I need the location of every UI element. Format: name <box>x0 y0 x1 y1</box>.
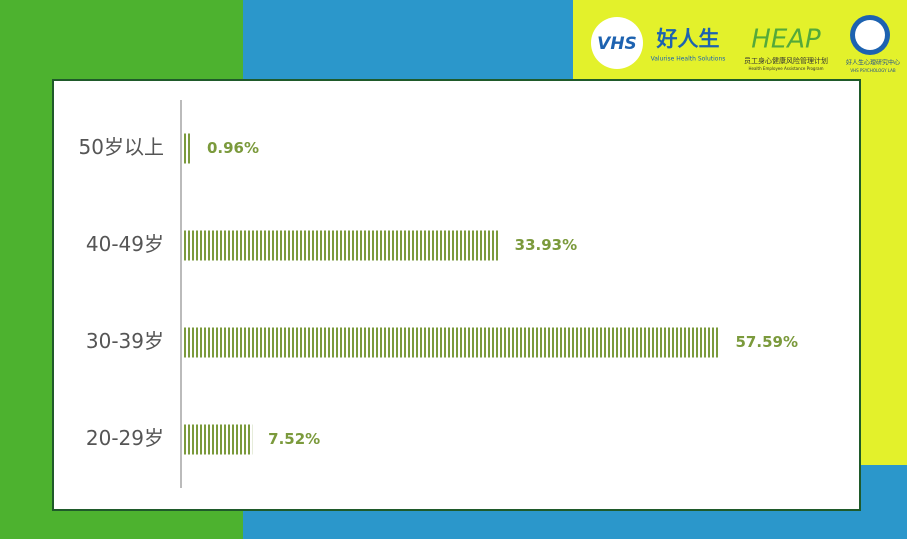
lab-badge-inner <box>855 20 885 50</box>
bar <box>182 133 191 164</box>
value-label: 0.96% <box>207 139 259 157</box>
value-label: 57.59% <box>736 333 798 351</box>
heap-logo: HEAP <box>751 25 821 55</box>
lab-cn: 好人生心理研究中心 <box>846 59 900 67</box>
value-label: 33.93% <box>515 236 577 254</box>
bg-green-bottom <box>0 510 243 539</box>
logos: VHS 好人生 Valurise Health Solutions HEAP 员… <box>591 15 900 73</box>
value-label: 7.52% <box>268 430 320 448</box>
vhs-name: 好人生 <box>656 27 720 51</box>
lab-en: VHS PSYCHOLOGY LAB <box>850 68 896 73</box>
category-label: 50岁以上 <box>79 135 164 159</box>
category-label: 40-49岁 <box>86 232 164 256</box>
vhs-sub: Valurise Health Solutions <box>651 56 726 63</box>
category-label: 20-29岁 <box>86 426 164 450</box>
bar <box>182 230 499 261</box>
category-label: 30-39岁 <box>86 329 164 353</box>
bar <box>182 424 253 455</box>
vhs-badge <box>591 17 643 69</box>
chart-panel <box>52 79 861 511</box>
heap-en: Health Employee Assistance Program <box>749 66 824 71</box>
plot: 50岁以上 0.96% 40-49岁 33.93% 30-39岁 57.59% 20-29岁… <box>79 133 798 455</box>
heap-cn: 员工身心健康风险管理计划 <box>744 56 828 65</box>
bar <box>182 327 720 358</box>
vhs-logo: VHS <box>597 34 637 54</box>
